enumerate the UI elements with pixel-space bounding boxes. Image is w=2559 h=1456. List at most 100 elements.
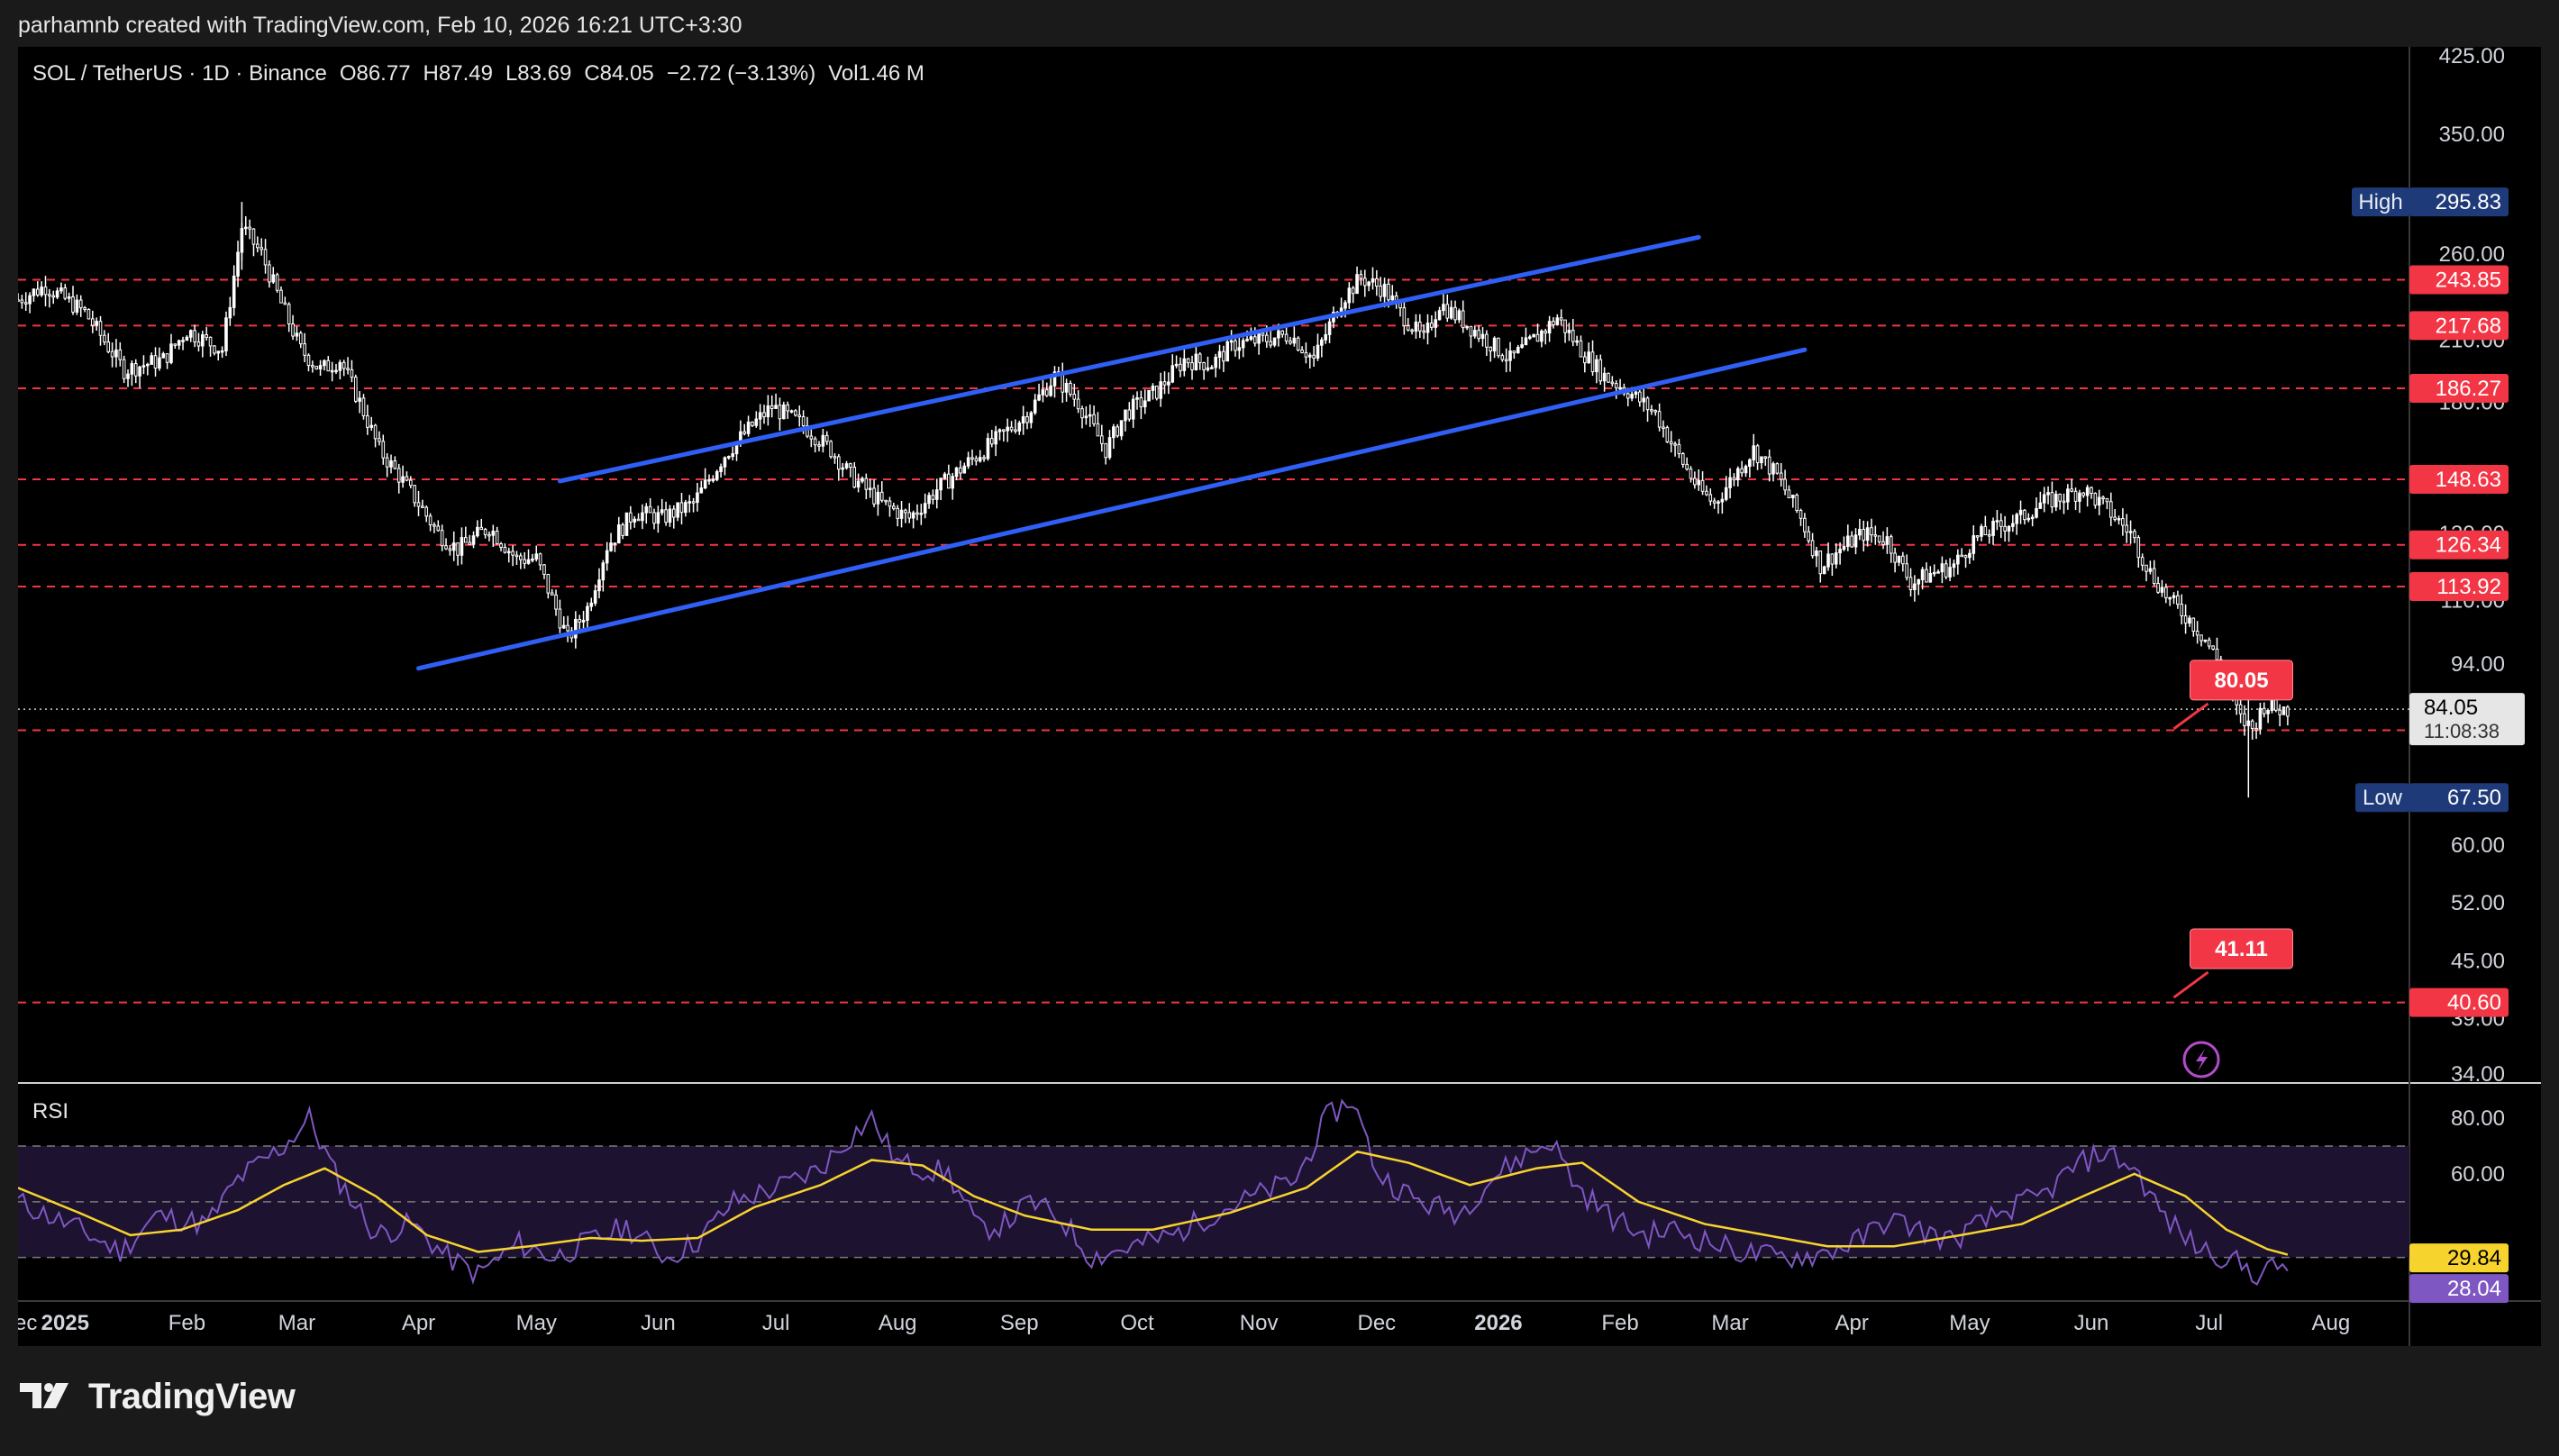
candle[interactable]	[491, 531, 496, 536]
candle[interactable]	[641, 512, 644, 522]
candle[interactable]	[1552, 321, 1555, 326]
candle[interactable]	[974, 458, 979, 462]
candle[interactable]	[1214, 356, 1217, 369]
candle[interactable]	[306, 354, 311, 367]
candle[interactable]	[1524, 337, 1528, 346]
candle[interactable]	[358, 397, 361, 402]
candle[interactable]	[1280, 330, 1285, 335]
candle[interactable]	[1107, 437, 1112, 459]
candle[interactable]	[1257, 332, 1261, 344]
candle[interactable]	[1893, 552, 1897, 563]
candle[interactable]	[2163, 587, 2168, 598]
candle[interactable]	[2058, 493, 2062, 502]
candle[interactable]	[789, 410, 794, 413]
candle[interactable]	[346, 368, 350, 370]
candle[interactable]	[884, 499, 888, 503]
candle[interactable]	[1002, 429, 1006, 432]
candle[interactable]	[1700, 479, 1705, 492]
candle[interactable]	[48, 294, 51, 296]
candle[interactable]	[1025, 415, 1029, 423]
candle[interactable]	[1598, 359, 1603, 382]
candle[interactable]	[872, 487, 876, 505]
candle[interactable]	[679, 502, 684, 514]
candle[interactable]	[1512, 350, 1516, 354]
candle[interactable]	[78, 299, 83, 309]
candle[interactable]	[566, 624, 569, 632]
candle[interactable]	[1009, 426, 1014, 431]
candle[interactable]	[464, 537, 468, 543]
candle[interactable]	[1680, 453, 1685, 465]
candle[interactable]	[451, 542, 456, 551]
candle[interactable]	[2018, 509, 2023, 515]
candle[interactable]	[1547, 321, 1552, 334]
candle[interactable]	[1367, 281, 1371, 287]
candle[interactable]	[1210, 367, 1214, 369]
candle[interactable]	[644, 505, 649, 514]
candle[interactable]	[1489, 346, 1493, 352]
candle[interactable]	[1375, 278, 1379, 287]
candle[interactable]	[1320, 339, 1324, 346]
candle[interactable]	[401, 476, 405, 483]
candle[interactable]	[970, 457, 974, 460]
candle[interactable]	[660, 509, 664, 514]
candle[interactable]	[2090, 487, 2093, 494]
candle[interactable]	[841, 467, 844, 470]
candle[interactable]	[1061, 373, 1065, 393]
candle[interactable]	[428, 515, 433, 526]
candle[interactable]	[1645, 397, 1650, 411]
candle[interactable]	[1076, 398, 1080, 410]
candle[interactable]	[1072, 394, 1077, 400]
candle[interactable]	[1724, 487, 1728, 500]
candle[interactable]	[1143, 400, 1147, 408]
candle[interactable]	[781, 404, 786, 420]
candle[interactable]	[1850, 535, 1853, 548]
candle[interactable]	[1347, 287, 1352, 304]
candle[interactable]	[291, 323, 295, 337]
candle[interactable]	[248, 226, 251, 230]
candle[interactable]	[629, 512, 633, 523]
candle[interactable]	[1504, 359, 1508, 362]
event-icon[interactable]	[2182, 1041, 2220, 1078]
candle[interactable]	[751, 421, 754, 426]
candle[interactable]	[688, 501, 692, 504]
candle[interactable]	[1430, 323, 1434, 328]
candle[interactable]	[1017, 423, 1022, 432]
candle[interactable]	[487, 533, 491, 537]
candle[interactable]	[1304, 351, 1308, 358]
candle[interactable]	[381, 441, 386, 459]
candle[interactable]	[597, 579, 601, 592]
candle[interactable]	[2254, 727, 2258, 731]
rsi-line[interactable]	[18, 1098, 2289, 1286]
candle[interactable]	[652, 512, 656, 524]
candle[interactable]	[997, 429, 1002, 432]
candle[interactable]	[1049, 385, 1052, 396]
candle[interactable]	[2176, 595, 2180, 605]
candle[interactable]	[1818, 551, 1823, 575]
candle[interactable]	[413, 485, 416, 504]
candle[interactable]	[2172, 595, 2176, 598]
callout-bg[interactable]	[2190, 660, 2294, 701]
candle[interactable]	[616, 524, 621, 544]
candle[interactable]	[2281, 706, 2286, 715]
candle[interactable]	[130, 363, 134, 375]
candle[interactable]	[1044, 389, 1049, 396]
candle[interactable]	[1803, 517, 1807, 532]
candle[interactable]	[2011, 523, 2015, 527]
candle[interactable]	[268, 264, 271, 283]
candle[interactable]	[1379, 285, 1383, 297]
candle[interactable]	[1119, 420, 1124, 437]
candle[interactable]	[2066, 488, 2070, 503]
candle[interactable]	[2199, 634, 2203, 642]
candle[interactable]	[1838, 549, 1842, 554]
candle[interactable]	[334, 369, 338, 373]
candle[interactable]	[1324, 333, 1328, 341]
candle[interactable]	[213, 345, 216, 354]
candle[interactable]	[1775, 463, 1780, 474]
candle[interactable]	[1936, 571, 1940, 574]
candle[interactable]	[2081, 492, 2086, 496]
candle[interactable]	[656, 512, 660, 524]
trendline-channel-upper[interactable]	[557, 234, 1701, 484]
candle[interactable]	[2152, 568, 2156, 585]
candle[interactable]	[1265, 334, 1269, 342]
candle[interactable]	[251, 228, 256, 245]
